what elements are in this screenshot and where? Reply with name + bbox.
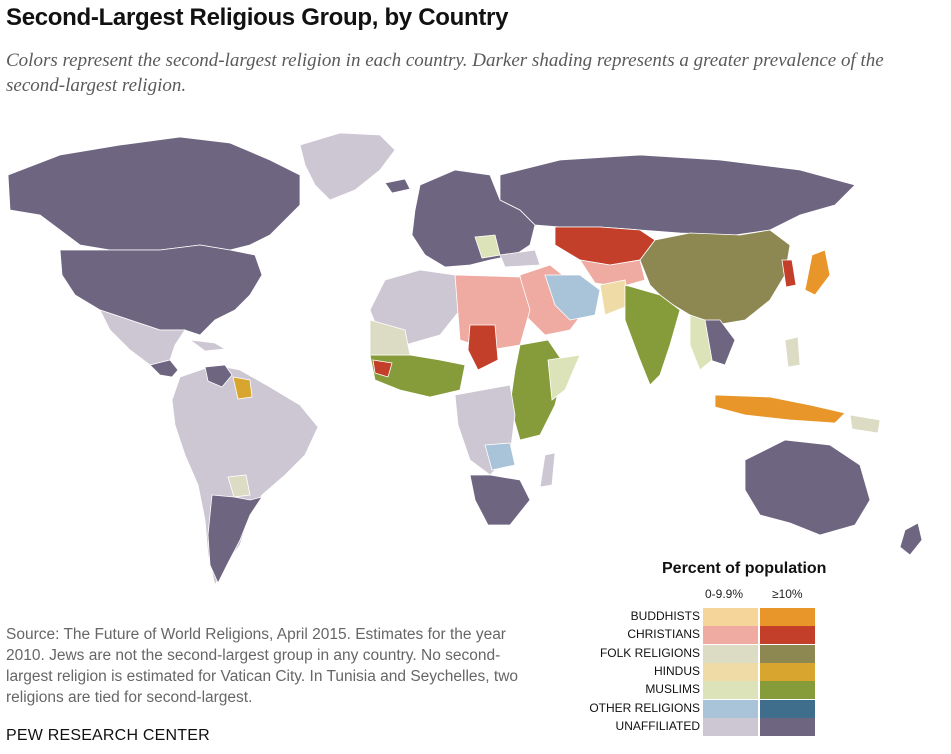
source-note: Source: The Future of World Religions, A… [6,626,519,706]
legend-row-label: UNAFFILIATED [615,718,700,733]
region-iceland [384,178,411,194]
legend-row-label: HINDUS [653,663,700,678]
legend-swatch-high [760,681,815,700]
legend-row-label: FOLK RELIGIONS [599,645,700,660]
legend-swatch-low [703,699,758,718]
region-india [624,284,681,386]
legend-swatch-high [760,699,815,718]
region-sahel-west [369,319,411,356]
region-horn [547,354,581,401]
map-subtitle: Colors represent the second-largest reli… [6,50,884,96]
legend-swatch-high [760,662,815,681]
region-kazakhstan [554,226,656,266]
region-zambia-malawi [484,442,516,471]
legend-row-label: MUSLIMS [645,682,700,697]
region-iran [544,274,601,321]
legend-swatch-low [703,662,758,681]
legend-swatch-high [760,644,815,663]
legend-swatch-low [703,608,758,626]
legend-row: FOLK RELIGIONS [590,644,840,663]
legend-row: UNAFFILIATED [590,717,840,736]
legend-row: BUDDHISTS [590,608,840,626]
region-canada-alaska [7,136,301,251]
region-myanmar-thailand [689,314,713,371]
region-central-asia [579,259,646,288]
region-argentina-chile [207,494,263,584]
region-png [849,414,881,434]
legend-swatch-low [703,644,758,663]
region-russia [499,154,856,236]
region-usa [59,244,263,336]
region-southern-africa [469,474,531,526]
legend-row: CHRISTIANS [590,626,840,645]
region-madagascar [539,452,556,488]
legend-row-label: CHRISTIANS [627,627,700,642]
region-central-america [149,359,179,378]
world-map [7,132,923,587]
legend-row: OTHER RELIGIONS [589,699,840,718]
legend-swatch-low [703,717,758,736]
region-venezuela [204,364,233,388]
region-suriname [232,376,253,400]
region-greenland [299,132,396,201]
credit: PEW RESEARCH CENTER [6,727,210,744]
region-australia [744,439,871,536]
legend-row: MUSLIMS [590,681,840,700]
region-west-africa [369,354,466,398]
region-korea [781,259,797,288]
legend-swatch-high [760,717,815,736]
region-japan [804,249,831,296]
legend-row-label: OTHER RELIGIONS [589,700,700,715]
region-chad [467,324,499,371]
legend-swatch-high [760,626,815,645]
region-paraguay [227,474,251,498]
legend-row-label: BUDDHISTS [630,609,700,623]
legend-row: HINDUS [590,662,840,681]
region-new-zealand [899,522,923,556]
region-caribbean [188,339,227,352]
map-title: Second-Largest Religious Group, by Count… [6,4,509,31]
legend-col-high: ≥10% [772,587,803,601]
legend-swatch-high [760,608,815,626]
region-philippines [784,336,801,368]
region-mexico [99,309,186,366]
region-indonesia [714,394,846,424]
region-ukraine-balkan-east [499,249,541,268]
legend-col-low: 0-9.9% [705,587,744,601]
legend-title: Percent of population [662,560,827,577]
legend-swatch-low [703,681,758,700]
region-guinea-coast [372,359,393,378]
legend-swatch-low [703,626,758,645]
